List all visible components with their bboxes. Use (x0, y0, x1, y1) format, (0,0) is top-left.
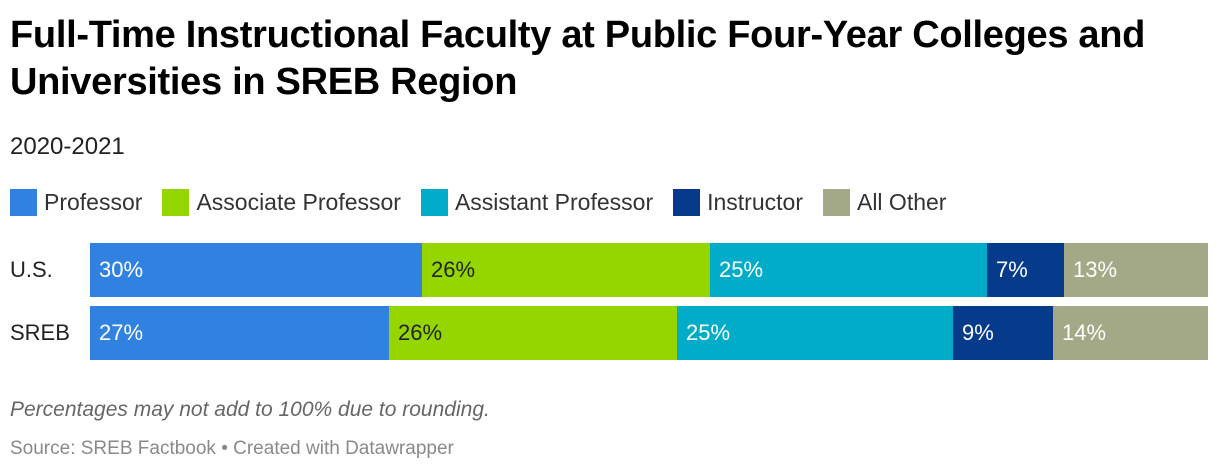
legend-label: Assistant Professor (454, 188, 654, 215)
chart-subtitle: 2020-2021 (10, 133, 125, 160)
bar-segment: 26% (389, 306, 677, 360)
legend-label: Professor (44, 188, 143, 215)
legend-swatch (162, 188, 190, 216)
row-label: SREB (10, 320, 70, 345)
legend-item: All Other (822, 188, 947, 216)
bar-row: 30% 26% 25% 7% 13% (90, 243, 1208, 297)
bar-value-label: 25% (686, 320, 731, 345)
stacked-bar-chart: U.S. 30% 26% 25% 7% 13% SREB 27% 26% 25% 9% 14% (0, 240, 1220, 365)
bar-segment: 9% (953, 306, 1053, 360)
bar-segment: 14% (1053, 306, 1208, 360)
row-label: U.S. (10, 257, 53, 282)
chart-source: Source: SREB Factbook • Created with Dat… (10, 438, 454, 459)
legend-swatch (420, 188, 448, 216)
bar-segment: 25% (677, 306, 953, 360)
bar-value-label: 26% (431, 257, 476, 282)
bar-value-label: 9% (962, 320, 994, 345)
bar-segment: 30% (90, 243, 422, 297)
bar-value-label: 25% (719, 257, 764, 282)
chart-note: Percentages may not add to 100% due to r… (10, 398, 490, 421)
bar-value-label: 13% (1073, 257, 1118, 282)
legend-swatch (10, 188, 37, 216)
bar-value-label: 27% (99, 320, 144, 345)
legend-item: Assistant Professor (420, 188, 654, 216)
legend-item: Associate Professor (162, 188, 401, 216)
legend-item: Instructor (673, 188, 803, 216)
legend-item: Professor (10, 188, 143, 216)
legend: Professor Associate Professor Assistant Pr… (10, 187, 966, 217)
chart-title: Full-Time Instructional Faculty at Publi… (10, 14, 1146, 103)
legend-label: All Other (856, 188, 947, 215)
bar-segment: 7% (987, 243, 1064, 297)
bar-value-label: 26% (398, 320, 443, 345)
bar-segment: 25% (710, 243, 987, 297)
bar-value-label: 14% (1062, 320, 1107, 345)
legend-label: Instructor (707, 188, 803, 215)
bar-segment: 27% (90, 306, 389, 360)
legend-swatch (822, 188, 850, 216)
legend-label: Associate Professor (196, 188, 401, 215)
bar-row: 27% 26% 25% 9% 14% (90, 306, 1208, 360)
bar-segment: 13% (1064, 243, 1208, 297)
legend-swatch (673, 188, 701, 216)
bar-segment: 26% (422, 243, 710, 297)
bar-value-label: 30% (99, 257, 144, 282)
bar-value-label: 7% (996, 257, 1028, 282)
